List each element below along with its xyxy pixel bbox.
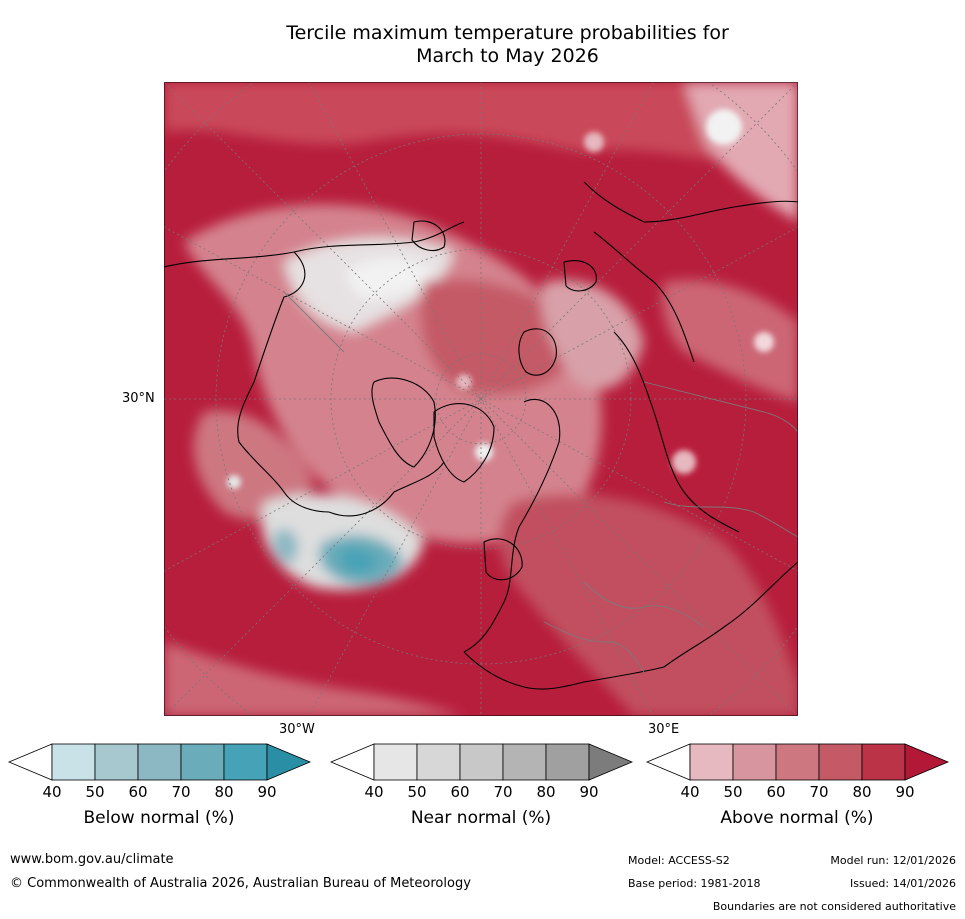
borders bbox=[283, 291, 798, 673]
colorbar-near-segment bbox=[502, 743, 547, 781]
colorbar-above-segment bbox=[689, 743, 734, 781]
map-svg bbox=[164, 82, 798, 716]
colorbar-below-tick-label: 50 bbox=[85, 783, 105, 801]
colorbar-above-svg bbox=[645, 743, 950, 781]
colorbar-near-tick-label: 90 bbox=[579, 783, 599, 801]
colorbar-near-svg bbox=[329, 743, 634, 781]
colorbar-below-low-extend bbox=[7, 743, 53, 781]
colorbar-near-high-extend bbox=[588, 743, 634, 781]
footer-base-period: Base period: 1981-2018 bbox=[628, 877, 761, 890]
colorbar-near bbox=[329, 743, 634, 781]
colorbar-above-tick-label: 40 bbox=[680, 783, 700, 801]
colorbar-near-title: Near normal (%) bbox=[410, 808, 552, 828]
colorbar-below-tick-label: 80 bbox=[214, 783, 234, 801]
colorbar-below-tick-label: 90 bbox=[257, 783, 277, 801]
colorbar-above-segment bbox=[861, 743, 906, 781]
chart-title: Tercile maximum temperature probabilitie… bbox=[0, 22, 965, 68]
probability-map bbox=[164, 82, 798, 716]
colorbar-above-tick-label: 90 bbox=[895, 783, 915, 801]
colorbar-above-segment bbox=[818, 743, 863, 781]
colorbar-near-low-extend bbox=[329, 743, 375, 781]
colorbar-above-title: Above normal (%) bbox=[720, 808, 874, 828]
title-line-1: Tercile maximum temperature probabilitie… bbox=[286, 22, 729, 44]
speckle-field bbox=[227, 109, 774, 489]
colorbar-above-tick-label: 70 bbox=[809, 783, 829, 801]
colorbar-below-title: Below normal (%) bbox=[83, 808, 235, 828]
colorbar-above-segment bbox=[732, 743, 777, 781]
footer-issued: Issued: 14/01/2026 bbox=[849, 877, 956, 890]
footer-model-run: Model run: 12/01/2026 bbox=[830, 854, 956, 867]
colorbar-near-segment bbox=[416, 743, 461, 781]
colorbar-near-segment bbox=[459, 743, 504, 781]
footer-disclaimer: Boundaries are not considered authoritat… bbox=[712, 900, 956, 913]
colorbar-near-tick-label: 40 bbox=[364, 783, 384, 801]
colorbar-above-tick-label: 50 bbox=[723, 783, 743, 801]
colorbar-below-tick-label: 40 bbox=[42, 783, 62, 801]
lat-label-30n: 30°N bbox=[122, 391, 155, 406]
colorbar-below-tick-label: 70 bbox=[171, 783, 191, 801]
colorbar-below-tick-label: 60 bbox=[128, 783, 148, 801]
colorbar-above-tick-label: 80 bbox=[852, 783, 872, 801]
coastlines bbox=[164, 181, 798, 690]
colorbar-below-high-extend bbox=[266, 743, 312, 781]
colorbar-below-segment bbox=[94, 743, 139, 781]
colorbar-near-tick-label: 60 bbox=[450, 783, 470, 801]
graticule bbox=[164, 82, 798, 716]
colorbar-below-segment bbox=[223, 743, 268, 781]
title-line-2: March to May 2026 bbox=[416, 45, 599, 67]
colorbar-below-segment bbox=[180, 743, 225, 781]
colorbar-above-high-extend bbox=[904, 743, 950, 781]
colorbar-near-segment bbox=[373, 743, 418, 781]
colorbar-near-tick-label: 80 bbox=[536, 783, 556, 801]
colorbar-above bbox=[645, 743, 950, 781]
colorbar-below bbox=[7, 743, 312, 781]
footer-website: www.bom.gov.au/climate bbox=[10, 852, 174, 867]
colorbar-above-low-extend bbox=[645, 743, 691, 781]
footer-copyright: © Commonwealth of Australia 2026, Austra… bbox=[10, 876, 471, 891]
footer-model: Model: ACCESS-S2 bbox=[628, 854, 730, 867]
lon-label-30w: 30°W bbox=[279, 722, 315, 737]
colorbar-below-segment bbox=[137, 743, 182, 781]
colorbar-near-segment bbox=[545, 743, 590, 781]
colorbar-near-tick-label: 50 bbox=[407, 783, 427, 801]
map-frame bbox=[164, 82, 798, 716]
colorbar-above-segment bbox=[775, 743, 820, 781]
lon-label-30e: 30°E bbox=[648, 722, 680, 737]
colorbar-below-segment bbox=[51, 743, 96, 781]
colorbar-below-svg bbox=[7, 743, 312, 781]
colorbar-above-tick-label: 60 bbox=[766, 783, 786, 801]
colorbar-near-tick-label: 70 bbox=[493, 783, 513, 801]
